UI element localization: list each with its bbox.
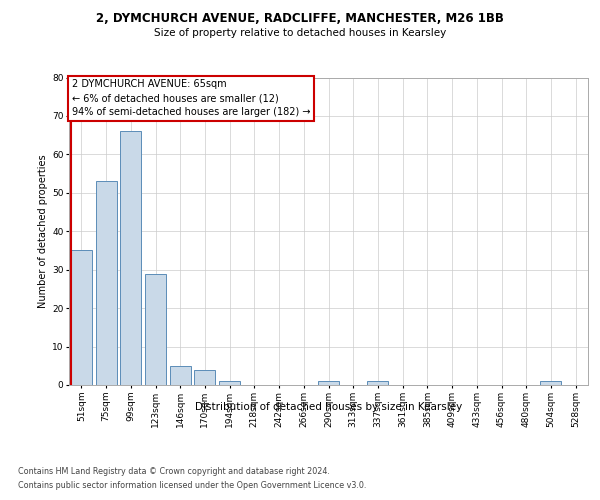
Y-axis label: Number of detached properties: Number of detached properties <box>38 154 48 308</box>
Bar <box>170 366 191 385</box>
Text: 2, DYMCHURCH AVENUE, RADCLIFFE, MANCHESTER, M26 1BB: 2, DYMCHURCH AVENUE, RADCLIFFE, MANCHEST… <box>96 12 504 26</box>
Bar <box>219 381 240 385</box>
Text: Contains HM Land Registry data © Crown copyright and database right 2024.: Contains HM Land Registry data © Crown c… <box>18 468 330 476</box>
Bar <box>95 182 116 385</box>
Bar <box>541 381 562 385</box>
Bar <box>120 132 141 385</box>
Bar <box>367 381 388 385</box>
Bar <box>194 370 215 385</box>
Text: Contains public sector information licensed under the Open Government Licence v3: Contains public sector information licen… <box>18 481 367 490</box>
Bar <box>145 274 166 385</box>
Text: 2 DYMCHURCH AVENUE: 65sqm
← 6% of detached houses are smaller (12)
94% of semi-d: 2 DYMCHURCH AVENUE: 65sqm ← 6% of detach… <box>72 80 310 118</box>
Text: Distribution of detached houses by size in Kearsley: Distribution of detached houses by size … <box>195 402 463 412</box>
Bar <box>318 381 339 385</box>
Bar <box>71 250 92 385</box>
Text: Size of property relative to detached houses in Kearsley: Size of property relative to detached ho… <box>154 28 446 38</box>
